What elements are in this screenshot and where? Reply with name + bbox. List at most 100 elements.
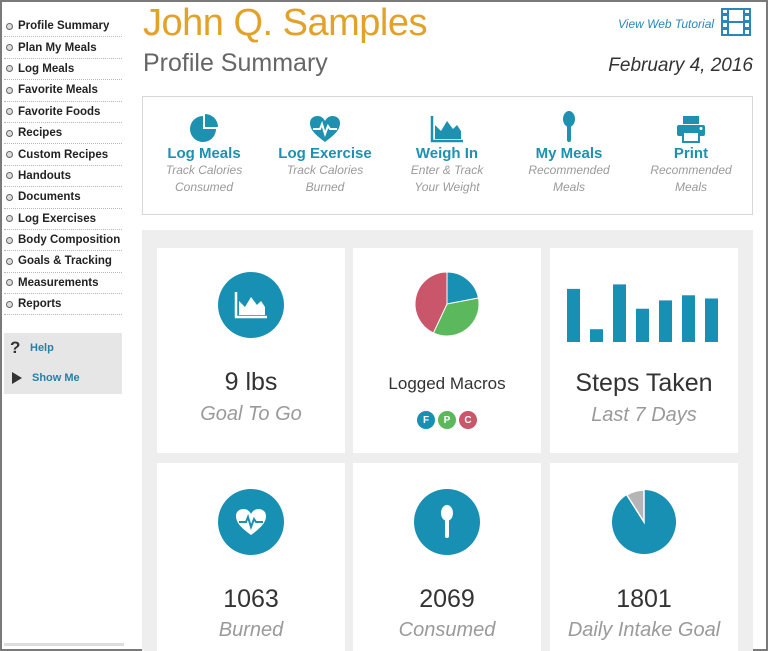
sidebar-item-label: Plan My Meals — [18, 41, 97, 54]
user-name: John Q. Samples — [143, 2, 427, 44]
sidebar-item-label: Custom Recipes — [18, 148, 109, 161]
bullet-icon — [6, 300, 13, 308]
sidebar-item-label: Log Meals — [18, 62, 75, 75]
bullet-icon — [6, 236, 13, 244]
sidebar-item-label: Handouts — [18, 169, 72, 182]
action-label: Weigh In — [415, 145, 479, 162]
calories-burned-tile[interactable]: 1063 Burned — [157, 463, 345, 651]
action-desc: Consumed — [174, 180, 234, 194]
current-date: February 4, 2016 — [608, 55, 753, 76]
sidebar-divider — [4, 643, 124, 646]
sidebar-item-custom-recipes[interactable]: Custom Recipes — [4, 144, 122, 166]
intake-caption: Daily Intake Goal — [567, 619, 721, 641]
bullet-icon — [6, 172, 13, 180]
bullet-icon — [6, 279, 13, 287]
macros-title: Logged Macros — [388, 374, 506, 393]
macro-slice-p — [432, 297, 480, 337]
sidebar-item-goals-tracking[interactable]: Goals & Tracking — [4, 251, 122, 273]
daily-intake-goal-tile[interactable]: 1801 Daily Intake Goal — [550, 463, 738, 651]
burned-value: 1063 — [223, 585, 279, 613]
action-desc: Track Calories — [165, 163, 243, 177]
sidebar-item-measurements[interactable]: Measurements — [4, 273, 122, 295]
help-label: Help — [30, 342, 54, 354]
goal-circle — [218, 272, 284, 338]
bullet-icon — [6, 151, 13, 159]
help-link[interactable]: ? Help — [4, 333, 122, 363]
consumed-value: 2069 — [419, 585, 475, 613]
action-desc: Track Calories — [286, 163, 364, 177]
sidebar-item-label: Log Exercises — [18, 212, 96, 225]
sidebar-item-reports[interactable]: Reports — [4, 294, 122, 316]
sidebar-item-label: Goals & Tracking — [18, 255, 112, 268]
sidebar-item-handouts[interactable]: Handouts — [4, 166, 122, 188]
spoon-icon — [441, 505, 453, 538]
bullet-icon — [6, 65, 13, 73]
action-label: My Meals — [535, 145, 603, 162]
intake-pie-chart — [612, 489, 676, 554]
sidebar-item-label: Favorite Foods — [18, 105, 101, 118]
steps-bar — [659, 300, 672, 342]
show-me-link[interactable]: Show Me — [4, 363, 122, 393]
view-web-tutorial-link[interactable]: View Web Tutorial — [618, 17, 715, 31]
bullet-icon — [6, 108, 13, 116]
action-desc: Meals — [674, 180, 707, 194]
steps-bar-chart — [567, 284, 718, 342]
bullet-icon — [6, 257, 13, 265]
log-exercise-action[interactable]: Log Exercise Track Calories Burned — [270, 97, 380, 196]
pie-chart-icon — [190, 114, 218, 142]
sidebar-item-profile-summary[interactable]: Profile Summary — [4, 16, 122, 38]
steps-title: Steps Taken — [575, 369, 713, 397]
macro-slice-c — [414, 271, 448, 334]
log-meals-action[interactable]: Log Meals Track Calories Consumed — [149, 97, 259, 196]
sidebar-item-body-composition[interactable]: Body Composition — [4, 230, 122, 252]
goal-caption: Goal To Go — [200, 403, 302, 425]
sidebar-nav: Profile Summary Plan My Meals Log Meals … — [4, 16, 122, 316]
spoon-icon — [563, 111, 575, 142]
goal-to-go-tile[interactable]: 9 lbs Goal To Go — [157, 248, 345, 453]
action-desc: Recommended — [650, 163, 732, 177]
sidebar-item-plan-my-meals[interactable]: Plan My Meals — [4, 37, 122, 59]
printer-icon — [677, 116, 705, 143]
bullet-icon — [6, 86, 13, 94]
consumed-caption: Consumed — [398, 619, 496, 641]
action-label: Log Exercise — [278, 145, 372, 162]
logged-macros-tile[interactable]: Logged Macros F P C — [353, 248, 541, 453]
protein-badge: P — [438, 411, 456, 429]
sidebar-item-log-exercises[interactable]: Log Exercises — [4, 209, 122, 230]
sidebar-item-label: Profile Summary — [18, 20, 110, 33]
consumed-circle — [414, 489, 480, 555]
my-meals-action[interactable]: My Meals Recommended Meals — [514, 97, 624, 196]
page-title: Profile Summary — [143, 49, 328, 77]
action-desc: Enter & Track — [410, 163, 484, 177]
action-desc: Burned — [305, 180, 345, 194]
action-desc: Meals — [552, 180, 585, 194]
summary-tiles: 9 lbs Goal To Go Logged Macros F P C Ste… — [142, 230, 753, 651]
sidebar-item-documents[interactable]: Documents — [4, 187, 122, 209]
sidebar-item-favorite-foods[interactable]: Favorite Foods — [4, 102, 122, 123]
weigh-in-action[interactable]: Weigh In Enter & Track Your Weight — [392, 97, 502, 196]
help-panel: ? Help Show Me — [4, 333, 122, 394]
calories-consumed-tile[interactable]: 2069 Consumed — [353, 463, 541, 651]
area-chart-icon — [234, 292, 267, 319]
burned-caption: Burned — [218, 619, 284, 641]
burned-circle — [218, 489, 284, 555]
sidebar-item-label: Documents — [18, 191, 81, 204]
steps-caption: Last 7 Days — [591, 404, 697, 426]
sidebar-item-log-meals[interactable]: Log Meals — [4, 59, 122, 81]
steps-bar — [682, 295, 695, 342]
film-strip-icon[interactable] — [721, 8, 751, 36]
intake-value: 1801 — [616, 585, 672, 613]
heartbeat-icon — [310, 116, 340, 142]
sidebar-item-label: Measurements — [18, 276, 99, 289]
print-action[interactable]: Print Recommended Meals — [636, 97, 746, 196]
sidebar-item-recipes[interactable]: Recipes — [4, 123, 122, 145]
action-desc: Recommended — [528, 163, 610, 177]
bullet-icon — [6, 193, 13, 201]
bullet-icon — [6, 22, 13, 30]
sidebar-item-favorite-meals[interactable]: Favorite Meals — [4, 80, 122, 102]
play-triangle-icon — [12, 372, 22, 384]
sidebar-item-label: Recipes — [18, 127, 63, 140]
steps-taken-tile[interactable]: Steps Taken Last 7 Days — [550, 248, 738, 453]
question-mark-icon: ? — [10, 338, 21, 357]
action-label: Print — [673, 145, 709, 162]
